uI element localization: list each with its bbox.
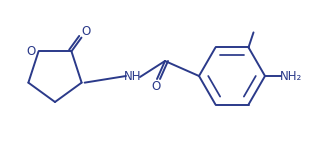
Text: O: O [26,45,35,58]
Text: NH: NH [124,70,142,83]
Text: NH₂: NH₂ [280,70,302,83]
Text: O: O [81,25,90,38]
Text: O: O [151,80,161,93]
